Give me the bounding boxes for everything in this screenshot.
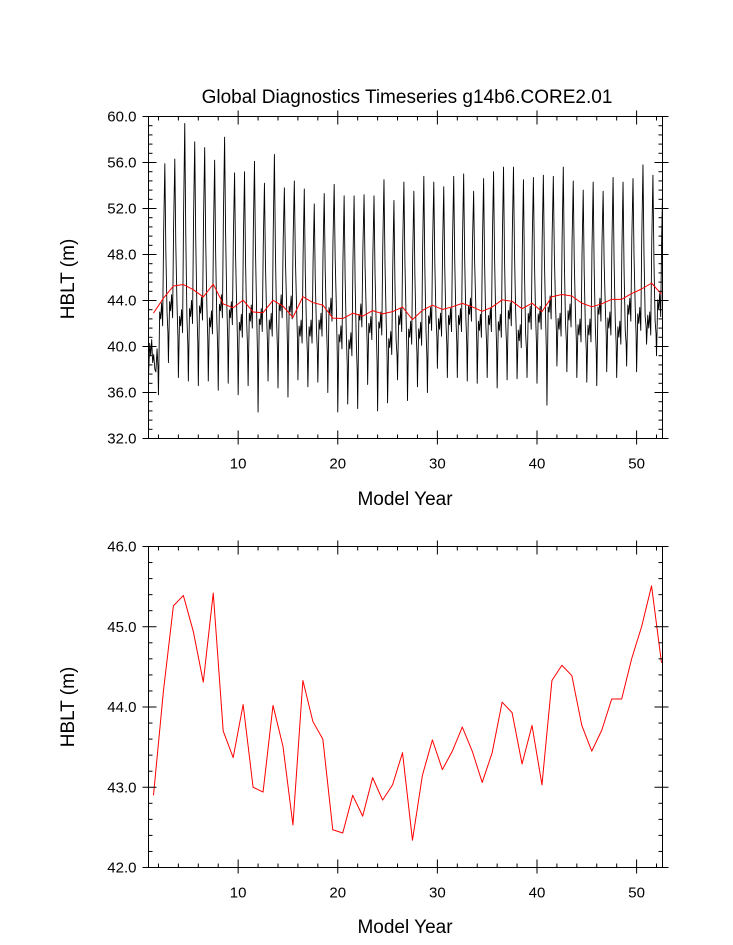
- bottom-x-tick-label: 10: [230, 885, 247, 902]
- top-x-axis-title: Model Year: [357, 489, 453, 510]
- top-tick-layer: 10 20 30 40 50 32.0 36.0 40.0 44.0 48.0 52.0 56.0 60…: [107, 109, 669, 473]
- top-x-tick-label: 30: [429, 456, 446, 473]
- top-x-tick-label: 10: [230, 456, 247, 473]
- bottom-x-tick-label: 50: [628, 885, 645, 902]
- bottom-x-tick-label: 30: [429, 885, 446, 902]
- top-chart-panel: Global Diagnostics Timeseries g14b6.CORE…: [58, 87, 669, 510]
- top-y-tick-label: 32.0: [107, 431, 136, 448]
- top-x-tick-label: 20: [329, 456, 346, 473]
- bottom-y-tick-label: 42.0: [107, 860, 136, 877]
- top-series-layer: [148, 122, 663, 413]
- top-y-tick-label: 44.0: [107, 293, 136, 310]
- bottom-x-tick-label: 40: [529, 885, 546, 902]
- bottom-y-tick-label: 44.0: [107, 699, 136, 716]
- top-y-tick-label: 40.0: [107, 339, 136, 356]
- top-series-monthly-line: [148, 122, 663, 413]
- bottom-x-tick-label: 20: [329, 885, 346, 902]
- bottom-y-tick-label: 43.0: [107, 779, 136, 796]
- bottom-series-annual-mean-line: [152, 585, 662, 841]
- top-plot-frame: [148, 116, 663, 439]
- top-x-tick-label: 40: [529, 456, 546, 473]
- bottom-x-axis-title: Model Year: [357, 917, 453, 938]
- bottom-plot-frame: [148, 546, 663, 868]
- top-x-tick-label: 50: [628, 456, 645, 473]
- top-y-axis-title: HBLT (m): [58, 239, 79, 320]
- top-y-tick-label: 48.0: [107, 247, 136, 264]
- top-y-tick-label: 36.0: [107, 385, 136, 402]
- top-y-tick-label: 52.0: [107, 201, 136, 218]
- bottom-y-axis-title: HBLT (m): [58, 667, 79, 748]
- bottom-y-tick-label: 45.0: [107, 619, 136, 636]
- top-series-annual-mean-line: [153, 282, 662, 321]
- bottom-y-tick-label: 46.0: [107, 539, 136, 556]
- top-y-tick-label: 56.0: [107, 155, 136, 172]
- chart-title: Global Diagnostics Timeseries g14b6.CORE…: [202, 87, 613, 108]
- bottom-tick-layer: 10 20 30 40 50 42.0 43.0 44.0 45.0 46.0: [107, 539, 669, 902]
- bottom-chart-panel: 10 20 30 40 50 42.0 43.0 44.0 45.0 46.0 Model Yea…: [58, 539, 669, 938]
- bottom-series-layer: [152, 585, 662, 841]
- top-y-tick-label: 60.0: [107, 109, 136, 126]
